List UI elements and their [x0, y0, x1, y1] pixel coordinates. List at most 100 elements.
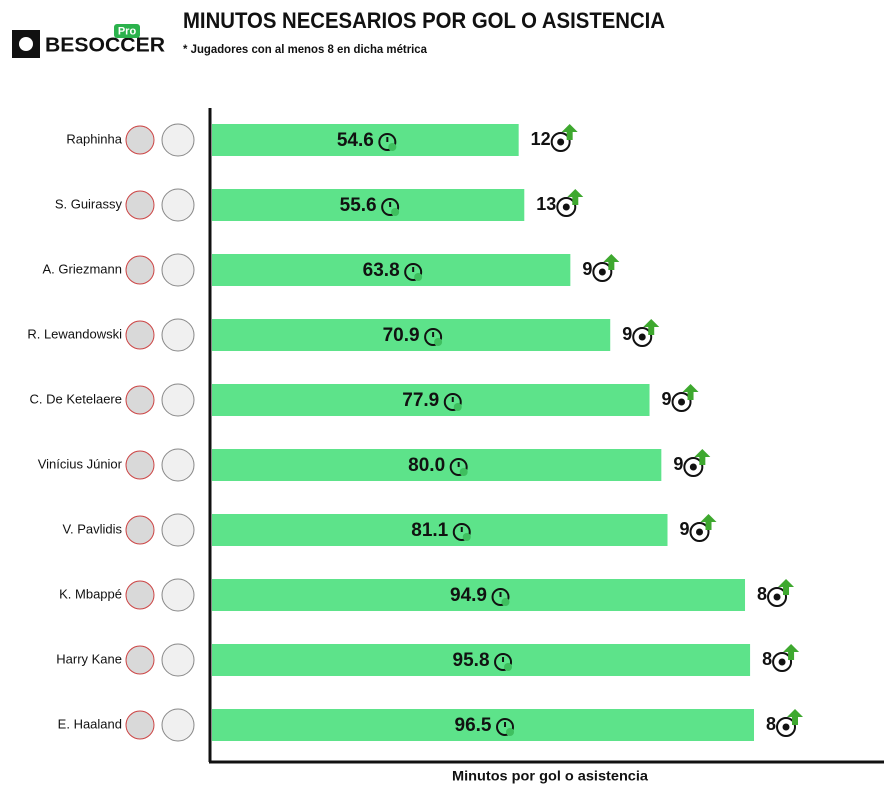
- clock-badge: [504, 663, 513, 671]
- value-label: 54.6: [337, 130, 374, 151]
- player-photo: [125, 190, 155, 220]
- player-photo: [125, 645, 155, 675]
- bar: [212, 449, 662, 481]
- value-label: 70.9: [383, 325, 420, 346]
- bar: [212, 644, 751, 676]
- y-tick-label: C. De Ketelaere: [30, 391, 123, 406]
- y-tick-label: A. Griezmann: [43, 261, 122, 276]
- ball-patch: [778, 658, 786, 666]
- ball-patch: [678, 398, 686, 406]
- count-label: 8: [766, 714, 776, 734]
- bar: [212, 514, 668, 546]
- clock-badge: [434, 338, 443, 346]
- bar: [212, 319, 611, 351]
- brand-icon-dot: [19, 37, 33, 51]
- y-tick-label: Vinícius Júnior: [38, 456, 123, 471]
- ball-patch: [689, 463, 697, 471]
- player-photo: [125, 125, 155, 155]
- count-label: 12: [531, 129, 551, 149]
- count-label: 9: [680, 519, 690, 539]
- up-arrow: [603, 254, 620, 270]
- value-label: 55.6: [340, 195, 377, 216]
- count-label: 9: [582, 259, 592, 279]
- club-crest: [161, 188, 195, 222]
- clock-badge: [501, 598, 510, 606]
- club-crest: [161, 448, 195, 482]
- clock-badge: [453, 403, 462, 411]
- value-label: 96.5: [455, 715, 492, 736]
- count-label: 8: [762, 649, 772, 669]
- clock-icon: [378, 133, 397, 151]
- count-label: 8: [757, 584, 767, 604]
- clock-icon: [443, 393, 462, 411]
- ball-patch: [773, 593, 781, 601]
- y-tick-label: K. Mbappé: [59, 586, 122, 601]
- up-arrow: [783, 644, 800, 660]
- value-label: 81.1: [411, 520, 448, 541]
- brand: BESOCCER: [45, 34, 166, 56]
- club-crest: [161, 513, 195, 547]
- y-tick-label: E. Haaland: [58, 716, 122, 731]
- player-photo: [125, 385, 155, 415]
- ball-patch: [782, 723, 790, 731]
- y-tick-label: R. Lewandowski: [27, 326, 122, 341]
- ball-patch: [562, 203, 570, 211]
- y-tick-label: Harry Kane: [56, 651, 122, 666]
- count-label: 9: [622, 324, 632, 344]
- player-photo: [125, 710, 155, 740]
- clock-badge: [462, 533, 471, 541]
- up-arrow: [567, 189, 584, 205]
- clock-icon: [496, 718, 515, 736]
- count-label: 9: [662, 389, 672, 409]
- clock-icon: [491, 588, 510, 606]
- value-label: 94.9: [450, 585, 487, 606]
- up-arrow: [682, 384, 699, 400]
- clock-badge: [414, 273, 423, 281]
- value-label: 63.8: [363, 260, 400, 281]
- ball-patch: [557, 138, 565, 146]
- club-crest: [161, 708, 195, 742]
- clock-icon: [381, 198, 400, 216]
- clock-icon: [494, 653, 513, 671]
- bar: [212, 124, 519, 156]
- club-crest: [161, 253, 195, 287]
- chart-subtitle: * Jugadores con al menos 8 en dicha métr…: [183, 42, 427, 56]
- bar: [212, 384, 650, 416]
- ball-patch: [598, 268, 606, 276]
- clock-badge: [391, 208, 400, 216]
- y-tick-label: V. Pavlidis: [63, 521, 123, 536]
- up-arrow: [787, 709, 804, 725]
- player-photo: [125, 255, 155, 285]
- club-crest: [161, 643, 195, 677]
- up-arrow: [643, 319, 660, 335]
- value-label: 95.8: [453, 650, 490, 671]
- up-arrow: [561, 124, 578, 140]
- brand-badge-bg: [114, 24, 140, 38]
- value-label: 80.0: [408, 455, 445, 476]
- up-arrow: [700, 514, 717, 530]
- y-tick-label: S. Guirassy: [55, 196, 123, 211]
- player-photo: [125, 515, 155, 545]
- up-arrow: [778, 579, 795, 595]
- clock-icon: [449, 458, 468, 476]
- clock-icon: [424, 328, 443, 346]
- y-tick-label: Raphinha: [66, 131, 122, 146]
- clock-icon: [452, 523, 471, 541]
- x-axis-label: Minutos por gol o asistencia: [452, 768, 648, 784]
- player-photo: [125, 580, 155, 610]
- clock-badge: [388, 143, 397, 151]
- club-crest: [161, 123, 195, 157]
- count-label: 9: [673, 454, 683, 474]
- count-label: 13: [536, 194, 556, 214]
- club-crest: [161, 383, 195, 417]
- bar: [212, 709, 755, 741]
- bar: [212, 254, 571, 286]
- clock-badge: [506, 728, 515, 736]
- bar: [212, 579, 746, 611]
- ball-patch: [638, 333, 646, 341]
- ball-patch: [696, 528, 704, 536]
- up-arrow: [694, 449, 711, 465]
- player-photo: [125, 320, 155, 350]
- value-label: 77.9: [402, 390, 439, 411]
